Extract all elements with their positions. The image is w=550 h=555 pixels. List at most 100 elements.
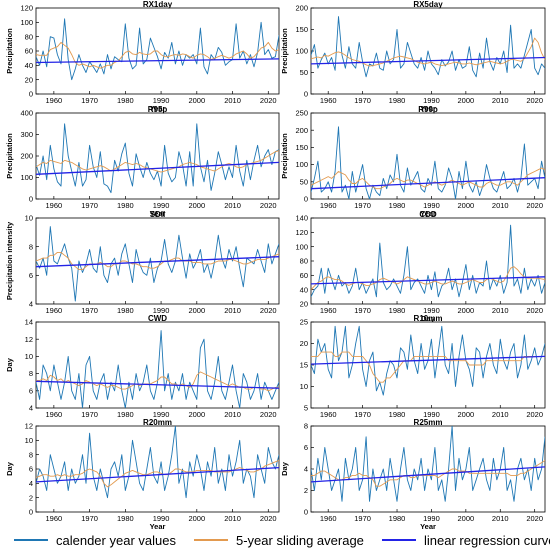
y-tick-label: 20 bbox=[300, 300, 308, 309]
x-tick-label: 2020 bbox=[526, 201, 543, 210]
x-tick-label: 2020 bbox=[526, 306, 543, 315]
x-tick-label: 2000 bbox=[188, 410, 205, 419]
y-tick-label: 100 bbox=[295, 160, 308, 169]
x-tick-label: 2010 bbox=[492, 96, 509, 105]
series-line-regression bbox=[311, 355, 545, 365]
x-axis-label: Year bbox=[420, 209, 436, 218]
series-group bbox=[311, 16, 545, 78]
chart-title: CDD bbox=[419, 210, 437, 219]
legend-label-regression: linear regression curve bbox=[424, 532, 550, 548]
chart-rx1day: 1960 1970 1980 1990 2000 2010 2020 0 20 40 60 80 100… bbox=[5, 0, 280, 113]
chart-title: R10mm bbox=[414, 314, 443, 323]
x-tick-label: 1980 bbox=[389, 201, 406, 210]
chart-title: SDII bbox=[150, 210, 166, 219]
chart-title: R20mm bbox=[143, 418, 172, 427]
series-line-annual bbox=[36, 330, 279, 408]
x-tick-label: 2010 bbox=[224, 410, 241, 419]
y-axis-label: Precipitation bbox=[280, 28, 289, 74]
y-tick-label: 120 bbox=[295, 228, 308, 237]
series-group bbox=[36, 18, 279, 81]
y-tick-label: 14 bbox=[25, 318, 33, 327]
y-tick-label: 50 bbox=[300, 68, 308, 77]
series-line-sliding bbox=[311, 460, 545, 487]
series-group bbox=[311, 426, 545, 502]
x-tick-label: 1970 bbox=[354, 201, 371, 210]
x-tick-label: 2020 bbox=[260, 201, 277, 210]
y-tick-label: 10 bbox=[300, 382, 308, 391]
plot-frame bbox=[310, 217, 546, 305]
chart-title: CWD bbox=[148, 314, 167, 323]
x-tick-label: 2010 bbox=[492, 306, 509, 315]
series-line-sliding bbox=[36, 41, 279, 69]
chart-r25mm: 1960 1970 1980 1990 2000 2010 2020 0 2 4 6 8 R25mm Ye… bbox=[280, 418, 546, 531]
chart-cdd: 1960 1970 1980 1990 2000 2010 2020204060801001… bbox=[295, 210, 546, 323]
y-tick-label: 10 bbox=[25, 436, 33, 445]
y-tick-label: 0 bbox=[29, 508, 33, 517]
y-tick-label: 0 bbox=[29, 90, 33, 99]
series-line-regression bbox=[36, 466, 279, 483]
x-axis-label: Year bbox=[150, 104, 166, 113]
chart-rx5day: 1960 1970 1980 1990 2000 2010 2020 0 50 100 150 200… bbox=[280, 0, 546, 113]
y-tick-label: 6 bbox=[29, 271, 33, 280]
series-group bbox=[311, 224, 545, 298]
legend-swatch-annual bbox=[14, 539, 48, 541]
series-group bbox=[311, 325, 545, 396]
x-tick-label: 1970 bbox=[81, 306, 98, 315]
plot-frame bbox=[35, 425, 280, 513]
x-tick-label: 1960 bbox=[46, 306, 63, 315]
x-tick-label: 1990 bbox=[423, 96, 440, 105]
series-line-regression bbox=[311, 276, 545, 285]
series-group bbox=[36, 426, 279, 499]
x-tick-label: 2020 bbox=[260, 410, 277, 419]
x-tick-label: 1970 bbox=[81, 201, 98, 210]
y-tick-label: 100 bbox=[20, 18, 33, 27]
series-line-annual bbox=[311, 426, 545, 502]
x-tick-label: 1960 bbox=[46, 96, 63, 105]
y-axis-label: Day bbox=[5, 357, 14, 372]
x-tick-label: 1980 bbox=[117, 514, 134, 523]
y-tick-label: 6 bbox=[304, 443, 308, 452]
x-tick-label: 2000 bbox=[188, 96, 205, 105]
y-tick-label: 80 bbox=[300, 257, 308, 266]
x-tick-label: 1990 bbox=[153, 306, 170, 315]
x-tick-label: 1970 bbox=[354, 306, 371, 315]
x-axis-label: Year bbox=[150, 209, 166, 218]
y-tick-label: 8 bbox=[304, 422, 308, 431]
y-tick-label: 4 bbox=[304, 465, 308, 474]
x-tick-label: 2000 bbox=[458, 514, 475, 523]
chart-title: RX5day bbox=[413, 0, 443, 9]
x-tick-label: 1970 bbox=[354, 96, 371, 105]
plot-frame bbox=[310, 321, 546, 409]
y-tick-label: 0 bbox=[29, 195, 33, 204]
x-axis-label: Year bbox=[420, 104, 436, 113]
series-group bbox=[311, 126, 545, 199]
y-tick-label: 100 bbox=[295, 47, 308, 56]
series-group bbox=[36, 226, 279, 302]
series-line-sliding bbox=[36, 251, 279, 271]
y-axis-label: Day bbox=[5, 461, 14, 476]
plot-frame bbox=[35, 112, 280, 200]
chart-title: RX1day bbox=[143, 0, 173, 9]
y-tick-label: 300 bbox=[20, 130, 33, 139]
series-line-regression bbox=[36, 161, 279, 175]
legend-label-annual: calender year values bbox=[56, 532, 176, 548]
series-line-annual bbox=[36, 18, 279, 81]
x-tick-label: 2000 bbox=[458, 306, 475, 315]
y-axis-label: Precipitation bbox=[280, 133, 289, 179]
series-line-annual bbox=[36, 226, 279, 302]
y-tick-label: 8 bbox=[29, 450, 33, 459]
y-tick-label: 6 bbox=[29, 386, 33, 395]
x-tick-label: 2000 bbox=[458, 410, 475, 419]
x-tick-label: 1960 bbox=[46, 410, 63, 419]
x-tick-label: 1980 bbox=[117, 410, 134, 419]
y-tick-label: 5 bbox=[304, 404, 308, 413]
y-tick-label: 4 bbox=[29, 300, 33, 309]
chart-r95p: 1960 1970 1980 1990 2000 2010 2020 0 100 200 300 40… bbox=[5, 105, 280, 218]
series-line-regression bbox=[36, 380, 279, 389]
x-tick-label: 2000 bbox=[188, 514, 205, 523]
x-tick-label: 1980 bbox=[389, 306, 406, 315]
series-line-annual bbox=[311, 16, 545, 78]
legend-label-sliding: 5-year sliding average bbox=[236, 532, 364, 548]
x-tick-label: 1990 bbox=[423, 514, 440, 523]
